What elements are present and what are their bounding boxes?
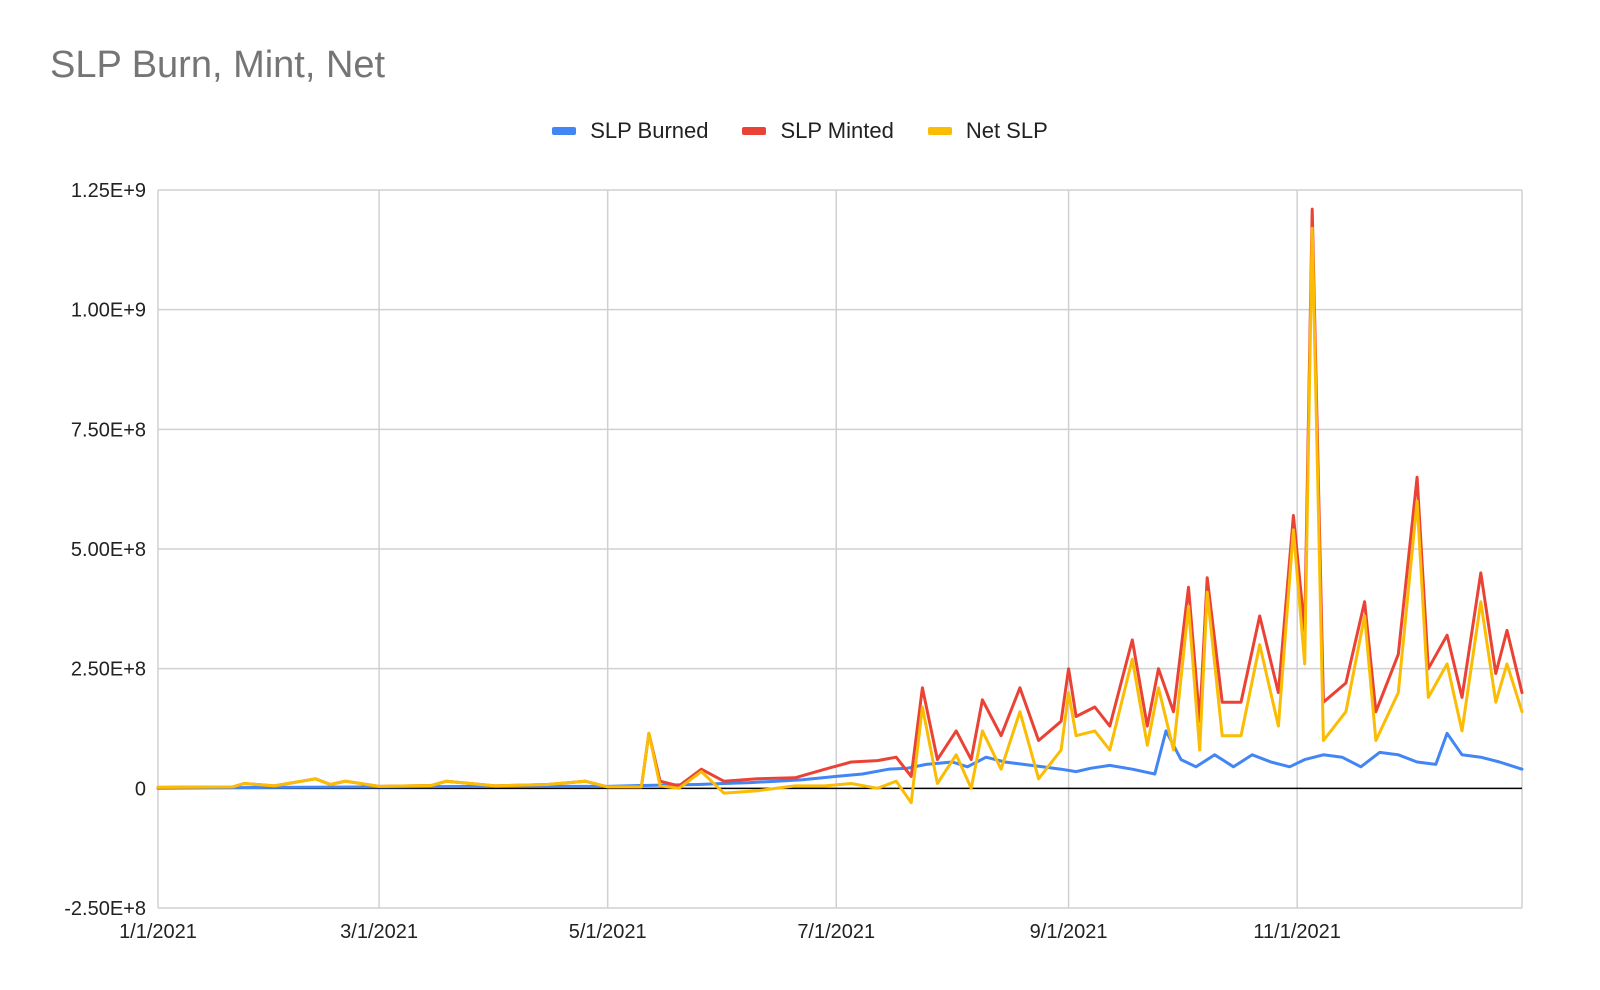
y-tick-label: 7.50E+8	[71, 419, 146, 441]
chart-title: SLP Burn, Mint, Net	[50, 44, 386, 86]
x-tick-label: 1/1/2021	[119, 921, 197, 943]
x-tick-label: 11/1/2021	[1253, 921, 1341, 943]
legend-item-minted[interactable]: SLP Minted	[742, 118, 894, 144]
legend-swatch-minted	[742, 127, 767, 135]
y-tick-label: -2.50E+8	[64, 898, 146, 920]
x-tick-label: 5/1/2021	[569, 921, 647, 943]
legend-label-burned: SLP Burned	[590, 118, 709, 143]
x-tick-label: 7/1/2021	[797, 921, 875, 943]
legend-item-net[interactable]: Net SLP	[927, 118, 1048, 144]
series-line-burned	[156, 729, 1524, 790]
y-tick-label: 1.00E+9	[71, 300, 146, 322]
y-tick-label: 5.00E+8	[71, 539, 146, 561]
y-tick-label: 1.25E+9	[71, 180, 146, 202]
legend-swatch-burned	[552, 127, 577, 135]
legend-swatch-net	[927, 127, 952, 135]
legend-item-burned[interactable]: SLP Burned	[552, 118, 708, 144]
x-tick-label: 9/1/2021	[1030, 921, 1108, 943]
legend: SLP Burned SLP Minted Net SLP	[0, 118, 1600, 144]
x-tick-label: 3/1/2021	[340, 921, 418, 943]
legend-label-net: Net SLP	[965, 118, 1048, 143]
y-tick-label: 0	[135, 778, 146, 800]
series-line-net	[156, 226, 1524, 805]
y-tick-label: 2.50E+8	[71, 659, 146, 681]
legend-label-minted: SLP Minted	[780, 118, 894, 143]
